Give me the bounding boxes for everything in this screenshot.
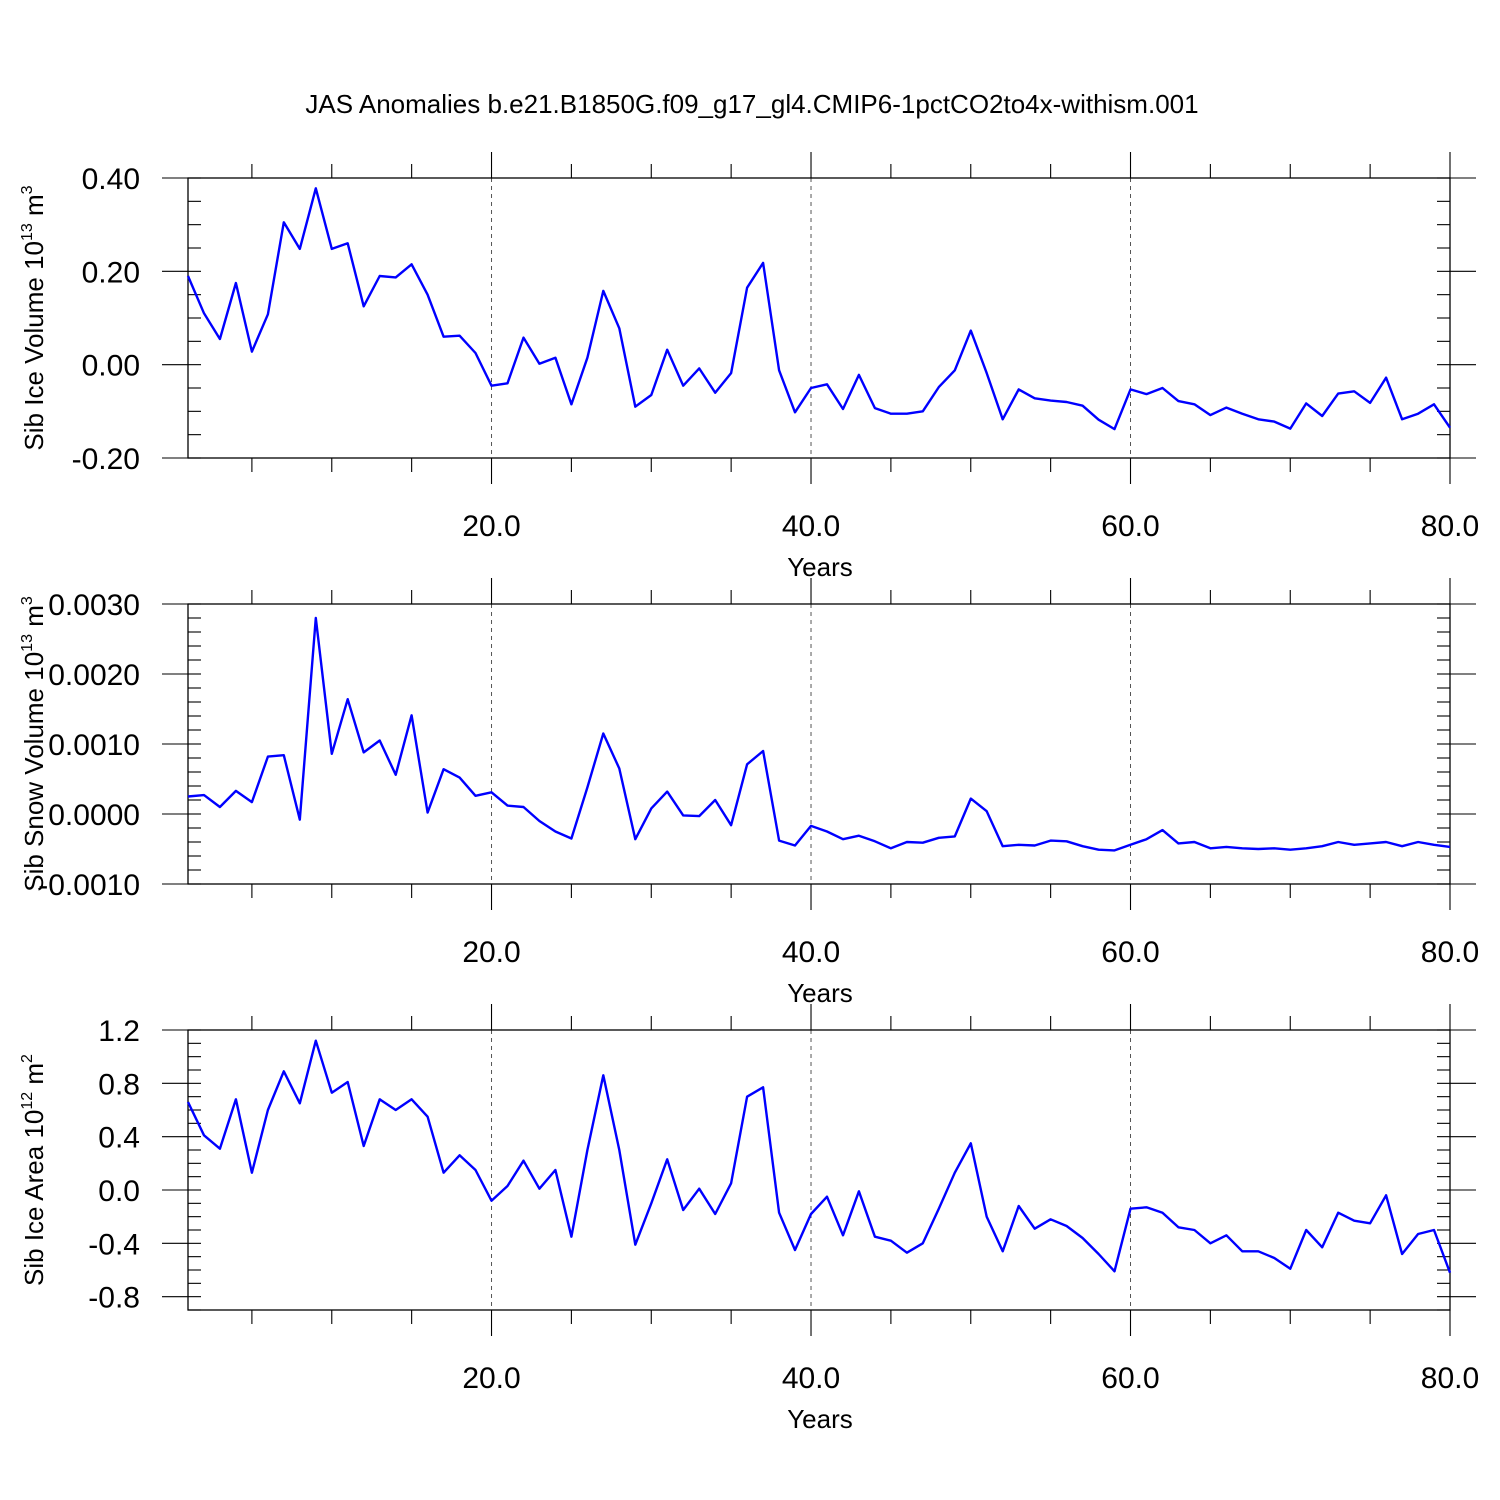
x-axis-label: Years	[787, 978, 853, 1008]
plot-frame	[187, 603, 1451, 885]
panel-3: -0.8 -0.4 0.0 0.4 0.8 1.2 20.0 40.0 60.0 80.0 Year…	[19, 1004, 1479, 1434]
y-tick-label: 0.4	[98, 1122, 140, 1155]
y-tick-label: -0.8	[88, 1282, 140, 1315]
x-tick-label: 40.0	[782, 936, 840, 969]
panels: -0.20 0.00 0.20 0.40 20.0 40.0 60.0 80.0 Years Si…	[19, 152, 1479, 1434]
x-tick-label: 80.0	[1421, 510, 1479, 543]
panel-2: -0.0010 0.0000 0.0010 0.0020 0.0030 20.0 40.0 6…	[19, 578, 1479, 1008]
x-tick-label: 80.0	[1421, 1362, 1479, 1395]
y-axis-label: Sib Ice Area 1012 m2	[19, 1054, 49, 1286]
chart-title: JAS Anomalies b.e21.B1850G.f09_g17_gl4.C…	[305, 89, 1198, 119]
x-tick-label: 60.0	[1101, 510, 1159, 543]
y-tick-label: 0.0010	[48, 729, 140, 762]
x-tick-label: 40.0	[782, 510, 840, 543]
y-tick-label: -0.20	[72, 443, 140, 476]
y-axis-label: Sib Ice Volume 1013 m3	[19, 185, 49, 450]
y-tick-label: 0.0000	[48, 799, 140, 832]
y-tick-label: 0.40	[82, 163, 140, 196]
x-tick-label: 20.0	[462, 936, 520, 969]
y-tick-label: -0.0010	[38, 869, 140, 902]
x-tick-label: 80.0	[1421, 936, 1479, 969]
y-tick-label: 1.2	[98, 1015, 140, 1048]
series-line	[186, 187, 1451, 431]
y-tick-label: 0.0030	[48, 589, 140, 622]
series-line	[187, 616, 1451, 852]
x-tick-label: 60.0	[1101, 936, 1159, 969]
x-tick-label: 60.0	[1101, 1362, 1159, 1395]
x-tick-label: 40.0	[782, 1362, 840, 1395]
x-tick-label: 20.0	[462, 1362, 520, 1395]
plot-frame	[187, 177, 1451, 459]
y-tick-label: 0.8	[98, 1068, 140, 1101]
y-axis-label: Sib Snow Volume 1013 m3	[19, 596, 49, 892]
y-tick-label: -0.4	[88, 1228, 140, 1261]
x-axis-label: Years	[787, 552, 853, 582]
plot-frame	[187, 1029, 1451, 1311]
y-tick-label: 0.0	[98, 1175, 140, 1208]
y-tick-label: 0.20	[82, 256, 140, 289]
series-line	[186, 1039, 1452, 1274]
y-tick-label: 0.00	[82, 350, 140, 383]
x-tick-label: 20.0	[462, 510, 520, 543]
x-axis-label: Years	[787, 1404, 853, 1434]
y-tick-label: 0.0020	[48, 659, 140, 692]
panel-1: -0.20 0.00 0.20 0.40 20.0 40.0 60.0 80.0 Years Si…	[19, 152, 1479, 582]
